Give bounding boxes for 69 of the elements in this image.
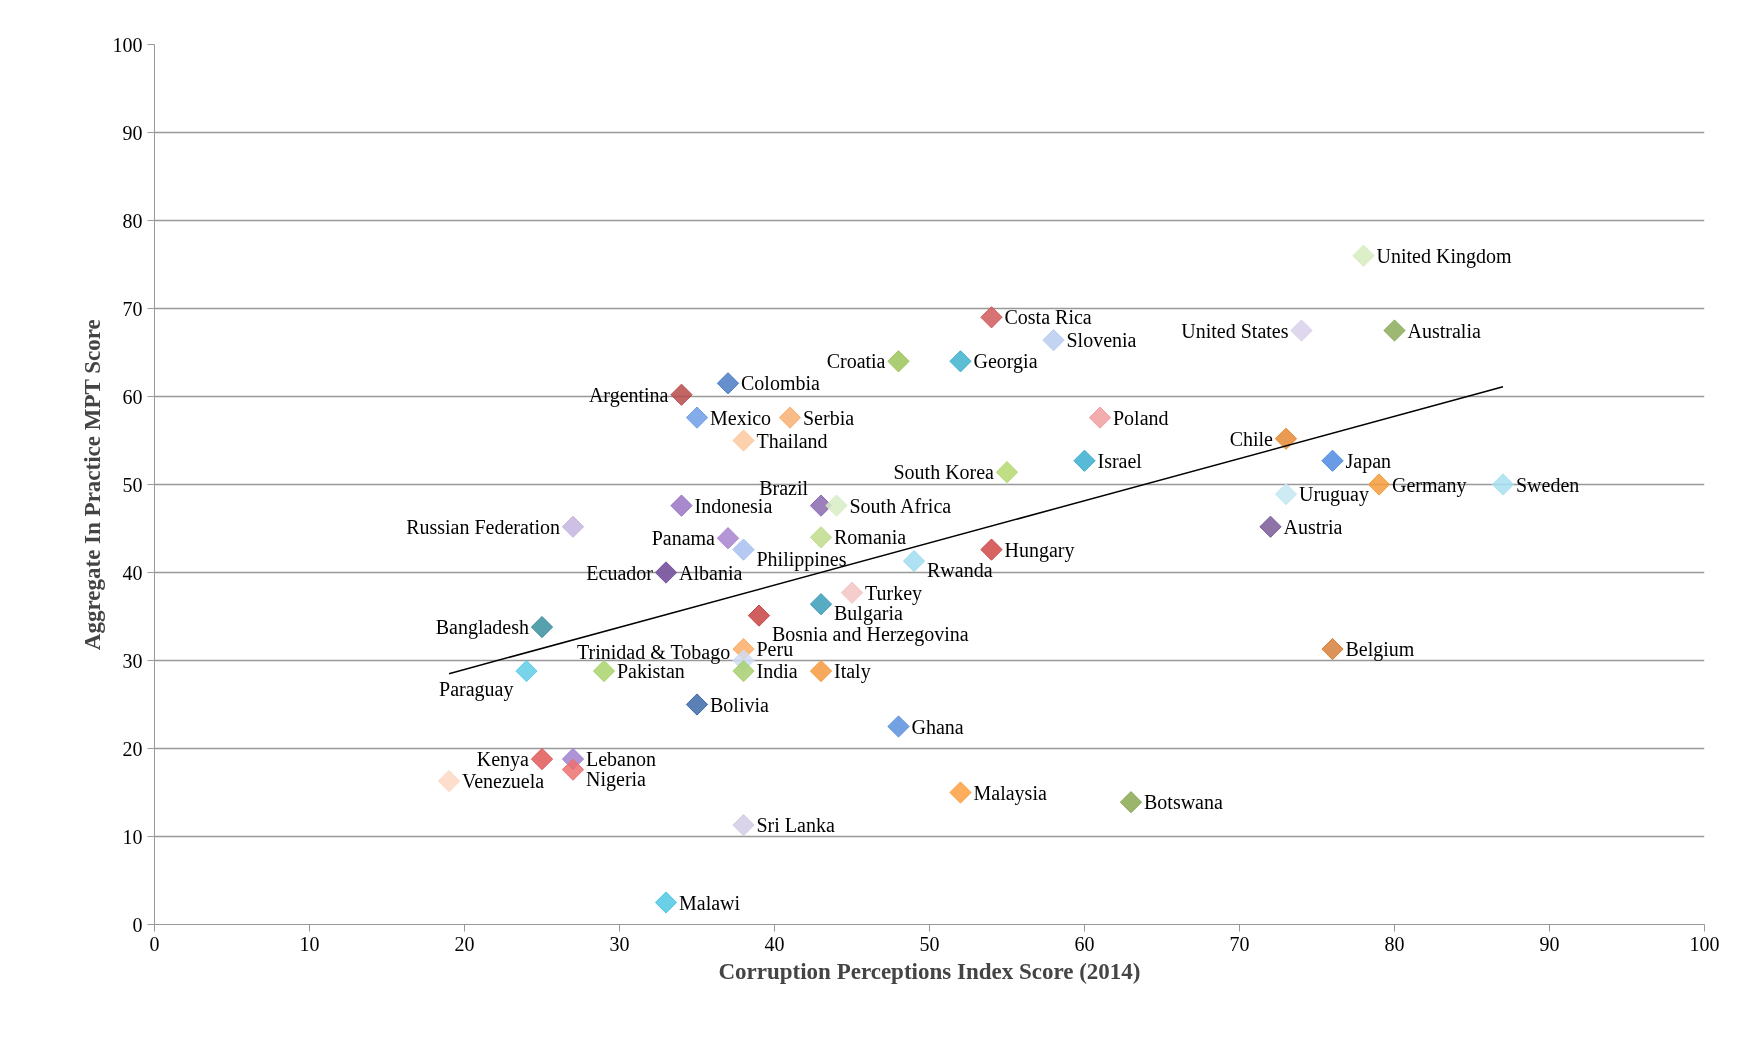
series-label: United Kingdom [1376, 244, 1512, 268]
series-label: Bolivia [710, 693, 770, 716]
x-tick-label: 50 [919, 932, 940, 955]
series-label: Rwanda [927, 559, 993, 582]
series-label: Albania [679, 561, 743, 584]
series-label: Chile [1229, 427, 1274, 450]
series-label: Thailand [756, 429, 828, 452]
series-label: Georgia [973, 350, 1038, 374]
series-label: Malawi [679, 891, 741, 914]
x-tick-label: 10 [299, 932, 320, 955]
x-tick-label: 60 [1074, 932, 1095, 955]
x-tick-label: 20 [454, 932, 475, 955]
series-label: Philippines [756, 547, 847, 571]
y-tick-label: 10 [122, 825, 143, 848]
series-label: Serbia [803, 406, 855, 429]
series-label: Germany [1392, 473, 1467, 497]
series-label: Bangladesh [435, 616, 529, 640]
y-tick-label: 70 [122, 297, 143, 320]
series-label: Kenya [476, 748, 530, 772]
series-label: Malaysia [973, 781, 1047, 805]
y-tick-label: 80 [122, 209, 143, 232]
series-label: Venezuela [462, 770, 545, 793]
series-label: India [756, 660, 798, 683]
series-label: Australia [1407, 319, 1481, 342]
series-label: Italy [834, 660, 871, 684]
series-label: Hungary [1004, 538, 1075, 562]
series-label: Bulgaria [834, 602, 903, 626]
x-tick-label: 40 [764, 932, 785, 955]
series-label: Ghana [911, 715, 964, 738]
series-label: Botswana [1144, 791, 1223, 814]
series-label: Romania [834, 526, 907, 549]
y-tick-label: 90 [122, 121, 143, 144]
y-tick-label: 20 [122, 737, 143, 760]
series-label: South Africa [849, 494, 952, 517]
y-tick-label: 0 [132, 913, 143, 936]
series-label: Japan [1345, 449, 1392, 473]
series-label: Mexico [710, 406, 772, 429]
series-label: Colombia [741, 372, 821, 395]
y-axis-title: Aggregate In Practice MPT Score [79, 319, 105, 651]
series-label: Russian Federation [406, 515, 561, 538]
series-label: Turkey [865, 581, 923, 605]
series-label: Poland [1113, 406, 1169, 429]
x-tick-label: 80 [1384, 932, 1405, 955]
x-axis-title: Corruption Perceptions Index Score (2014) [718, 958, 1141, 984]
series-label: Austria [1283, 515, 1343, 538]
series-label: South Korea [893, 461, 995, 484]
x-tick-label: 90 [1539, 932, 1560, 955]
series-label: Belgium [1345, 638, 1415, 662]
x-tick-label: 0 [149, 932, 160, 955]
series-label: Argentina [588, 383, 669, 407]
series-label: United States [1181, 319, 1289, 342]
series-label: Uruguay [1299, 483, 1369, 507]
y-tick-label: 50 [122, 473, 143, 496]
x-tick-label: 30 [609, 932, 630, 955]
series-label: Paraguay [439, 678, 514, 702]
y-tick-label: 100 [112, 33, 143, 56]
series-label: Israel [1097, 449, 1143, 472]
series-label: Slovenia [1066, 329, 1137, 352]
x-tick-label: 70 [1229, 932, 1250, 955]
y-tick-label: 60 [122, 385, 143, 408]
series-label: Sri Lanka [756, 814, 835, 837]
series-label: Croatia [826, 350, 886, 373]
series-label: Costa Rica [1004, 306, 1092, 329]
y-tick-label: 30 [122, 649, 143, 672]
series-label: Ecuador [586, 561, 654, 584]
y-tick-label: 40 [122, 561, 143, 584]
x-tick-label: 100 [1689, 932, 1720, 955]
series-label: Sweden [1516, 473, 1580, 496]
series-label: Panama [651, 527, 716, 550]
